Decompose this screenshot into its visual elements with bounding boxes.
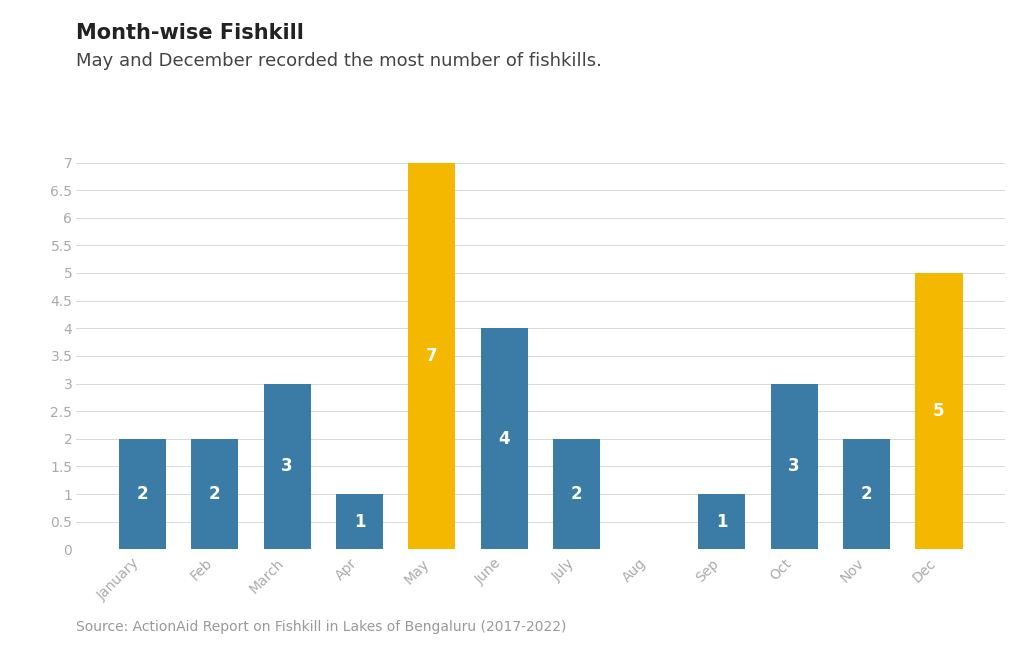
- Bar: [191, 439, 238, 549]
- Text: 1: 1: [354, 513, 365, 530]
- Text: 4: 4: [498, 430, 510, 448]
- Text: 2: 2: [209, 485, 220, 503]
- Bar: [118, 439, 166, 549]
- Text: 2: 2: [137, 485, 148, 503]
- Text: 3: 3: [281, 458, 292, 475]
- Bar: [769, 384, 817, 549]
- Bar: [480, 328, 528, 549]
- Bar: [408, 162, 455, 549]
- Text: 7: 7: [426, 347, 437, 365]
- Text: 2: 2: [571, 485, 582, 503]
- Bar: [697, 494, 745, 549]
- Text: 2: 2: [860, 485, 871, 503]
- Text: 3: 3: [788, 458, 799, 475]
- Text: 1: 1: [715, 513, 727, 530]
- Bar: [263, 384, 311, 549]
- Bar: [552, 439, 600, 549]
- Bar: [335, 494, 383, 549]
- Text: May and December recorded the most number of fishkills.: May and December recorded the most numbe…: [76, 52, 602, 70]
- Text: Month-wise Fishkill: Month-wise Fishkill: [76, 23, 304, 43]
- Bar: [842, 439, 890, 549]
- Text: 5: 5: [932, 402, 944, 420]
- Text: Source: ActionAid Report on Fishkill in Lakes of Bengaluru (2017-2022): Source: ActionAid Report on Fishkill in …: [76, 619, 567, 634]
- Bar: [914, 273, 962, 549]
